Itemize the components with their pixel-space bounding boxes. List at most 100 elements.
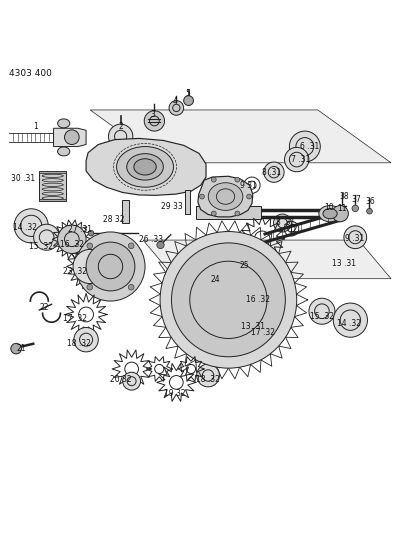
- Text: 15 .32: 15 .32: [29, 243, 53, 252]
- Circle shape: [200, 194, 204, 199]
- Text: 17 .32: 17 .32: [251, 328, 275, 337]
- Ellipse shape: [134, 159, 156, 175]
- Text: 29 33: 29 33: [162, 202, 183, 211]
- Text: 27 .31: 27 .31: [68, 225, 92, 235]
- Polygon shape: [86, 139, 206, 195]
- Text: 24: 24: [210, 275, 220, 284]
- Circle shape: [247, 194, 252, 199]
- Circle shape: [211, 177, 216, 182]
- Text: 16 .32: 16 .32: [60, 240, 84, 248]
- Bar: [196, 206, 261, 219]
- Circle shape: [144, 111, 164, 131]
- Text: 7 .31: 7 .31: [291, 156, 310, 165]
- Polygon shape: [198, 176, 253, 217]
- Polygon shape: [143, 240, 391, 279]
- Text: 13 .31: 13 .31: [241, 322, 265, 331]
- Circle shape: [211, 211, 216, 216]
- Circle shape: [157, 241, 164, 248]
- Ellipse shape: [58, 147, 70, 156]
- Circle shape: [333, 303, 368, 337]
- Text: 18 .32: 18 .32: [67, 340, 91, 348]
- Circle shape: [73, 249, 107, 284]
- Text: 5: 5: [185, 89, 190, 98]
- Text: 21: 21: [16, 344, 26, 353]
- Circle shape: [88, 230, 94, 236]
- Text: 9 .31: 9 .31: [345, 235, 364, 244]
- Ellipse shape: [323, 208, 337, 219]
- Text: 38: 38: [339, 192, 349, 201]
- Text: 14 .32: 14 .32: [337, 319, 361, 328]
- Circle shape: [255, 326, 279, 350]
- Circle shape: [203, 269, 224, 289]
- Circle shape: [58, 225, 86, 254]
- Text: 16 .32: 16 .32: [246, 295, 270, 304]
- Circle shape: [197, 364, 220, 387]
- Circle shape: [169, 101, 184, 115]
- Circle shape: [129, 284, 134, 290]
- Text: 22: 22: [40, 303, 49, 312]
- Text: 37: 37: [352, 195, 361, 204]
- Text: 15 .32: 15 .32: [310, 312, 334, 321]
- Circle shape: [235, 211, 240, 216]
- Bar: [185, 190, 190, 214]
- Text: 17 .32: 17 .32: [63, 314, 86, 323]
- Circle shape: [14, 209, 48, 243]
- Circle shape: [284, 147, 309, 172]
- Circle shape: [87, 284, 93, 290]
- Circle shape: [235, 177, 240, 182]
- Circle shape: [344, 226, 367, 248]
- Circle shape: [74, 327, 98, 352]
- Text: 1: 1: [33, 122, 38, 131]
- Circle shape: [86, 242, 135, 291]
- Text: 14 .32: 14 .32: [13, 223, 37, 232]
- Text: 6 .31: 6 .31: [300, 142, 319, 151]
- Circle shape: [129, 243, 134, 249]
- Ellipse shape: [58, 119, 70, 128]
- Text: 20 32: 20 32: [110, 375, 131, 384]
- Text: 10: 10: [324, 203, 334, 212]
- Circle shape: [11, 343, 22, 354]
- Circle shape: [87, 243, 93, 249]
- Circle shape: [184, 96, 193, 106]
- Circle shape: [367, 208, 373, 214]
- Text: 4: 4: [173, 98, 178, 106]
- Text: 18 .32: 18 .32: [196, 375, 220, 384]
- Circle shape: [160, 231, 297, 368]
- Circle shape: [76, 232, 145, 301]
- Text: 23 .32: 23 .32: [63, 267, 87, 276]
- Text: 11: 11: [337, 204, 347, 213]
- Text: 8 .31: 8 .31: [276, 219, 295, 228]
- Circle shape: [309, 298, 335, 324]
- Text: 9 31: 9 31: [240, 182, 257, 190]
- Circle shape: [171, 243, 285, 357]
- Text: 8 .31: 8 .31: [262, 168, 281, 177]
- Circle shape: [273, 214, 291, 232]
- Ellipse shape: [208, 183, 243, 211]
- Ellipse shape: [117, 147, 173, 187]
- Circle shape: [332, 206, 348, 222]
- Circle shape: [264, 162, 284, 182]
- Circle shape: [64, 130, 79, 144]
- Polygon shape: [53, 128, 86, 147]
- Text: 28 32: 28 32: [103, 215, 124, 224]
- Bar: [39, 171, 66, 201]
- Text: 4303 400: 4303 400: [9, 69, 52, 78]
- Text: 13 .31: 13 .31: [332, 259, 356, 268]
- Text: 36: 36: [366, 197, 376, 206]
- Text: 3: 3: [151, 109, 155, 118]
- Bar: [122, 200, 129, 223]
- Text: 25: 25: [239, 261, 248, 270]
- Text: 2: 2: [118, 122, 123, 131]
- Text: 26 .33: 26 .33: [139, 235, 163, 244]
- Text: 19 32: 19 32: [164, 389, 186, 398]
- Circle shape: [352, 205, 359, 212]
- Ellipse shape: [319, 206, 341, 222]
- Bar: [39, 171, 66, 173]
- Ellipse shape: [127, 154, 163, 180]
- Circle shape: [109, 124, 133, 149]
- Polygon shape: [90, 110, 391, 163]
- Circle shape: [248, 279, 278, 310]
- Text: 30 .31: 30 .31: [11, 174, 35, 183]
- Text: 12: 12: [288, 224, 297, 233]
- Circle shape: [239, 262, 249, 272]
